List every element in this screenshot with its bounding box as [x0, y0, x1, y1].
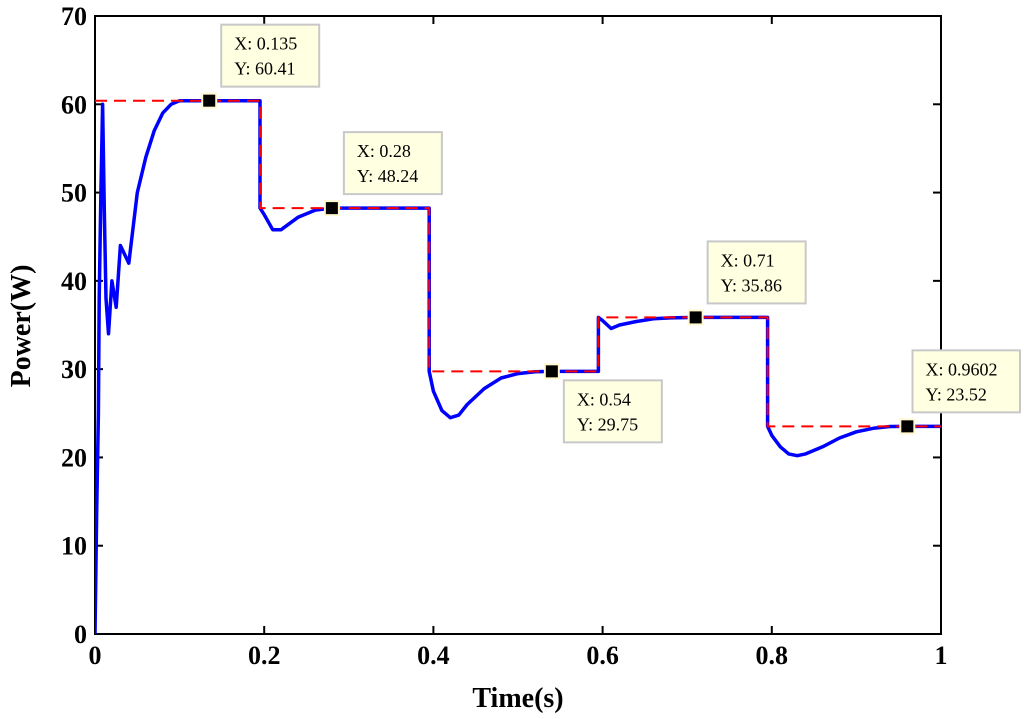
datatip-y-label: Y: 35.86: [721, 275, 782, 295]
reference-power-line: [95, 99, 941, 428]
datatip-y-label: Y: 48.24: [357, 166, 418, 186]
datatip-y-label: Y: 29.75: [577, 414, 638, 434]
y-tick-label: 40: [61, 267, 87, 296]
datatip-y-label: Y: 60.41: [234, 59, 295, 79]
x-tick-label: 0.2: [248, 641, 281, 670]
datatip-marker: [543, 363, 560, 380]
datatip-box: [342, 131, 443, 196]
x-tick-label: 1: [935, 641, 948, 670]
datatip-marker: [687, 309, 704, 326]
y-tick-label: 60: [61, 90, 87, 119]
datatip-x-label: X: 0.28: [357, 141, 411, 161]
datatip-y-label: Y: 23.52: [926, 384, 987, 404]
datatip-box: [220, 23, 321, 88]
y-tick-label: 0: [74, 620, 87, 649]
y-axis-title: Power(W): [6, 265, 37, 388]
output-power-line: [95, 98, 941, 635]
x-tick-label: 0.6: [586, 641, 619, 670]
y-tick-label: 20: [61, 443, 87, 472]
plot-frame: [94, 15, 942, 635]
x-axis-title: Time(s): [472, 683, 563, 714]
datatip-x-label: X: 0.135: [234, 34, 297, 54]
datatip-box: [706, 240, 807, 305]
datatip-marker: [323, 200, 340, 217]
datatip-x-label: X: 0.9602: [926, 359, 998, 379]
x-tick-label: 0.4: [417, 641, 450, 670]
y-tick-label: 50: [61, 179, 87, 208]
datatip-marker: [201, 92, 218, 109]
datatip-x-label: X: 0.54: [577, 389, 631, 409]
x-tick-label: 0.8: [756, 641, 789, 670]
datatip-x-label: X: 0.71: [721, 250, 775, 270]
y-tick-label: 10: [61, 532, 87, 561]
x-tick-label: 0: [89, 641, 102, 670]
datatip-box: [562, 379, 663, 444]
y-tick-label: 30: [61, 355, 87, 384]
datatip-box: [911, 349, 1021, 414]
y-tick-label: 70: [61, 2, 87, 31]
datatip-marker: [899, 418, 916, 435]
